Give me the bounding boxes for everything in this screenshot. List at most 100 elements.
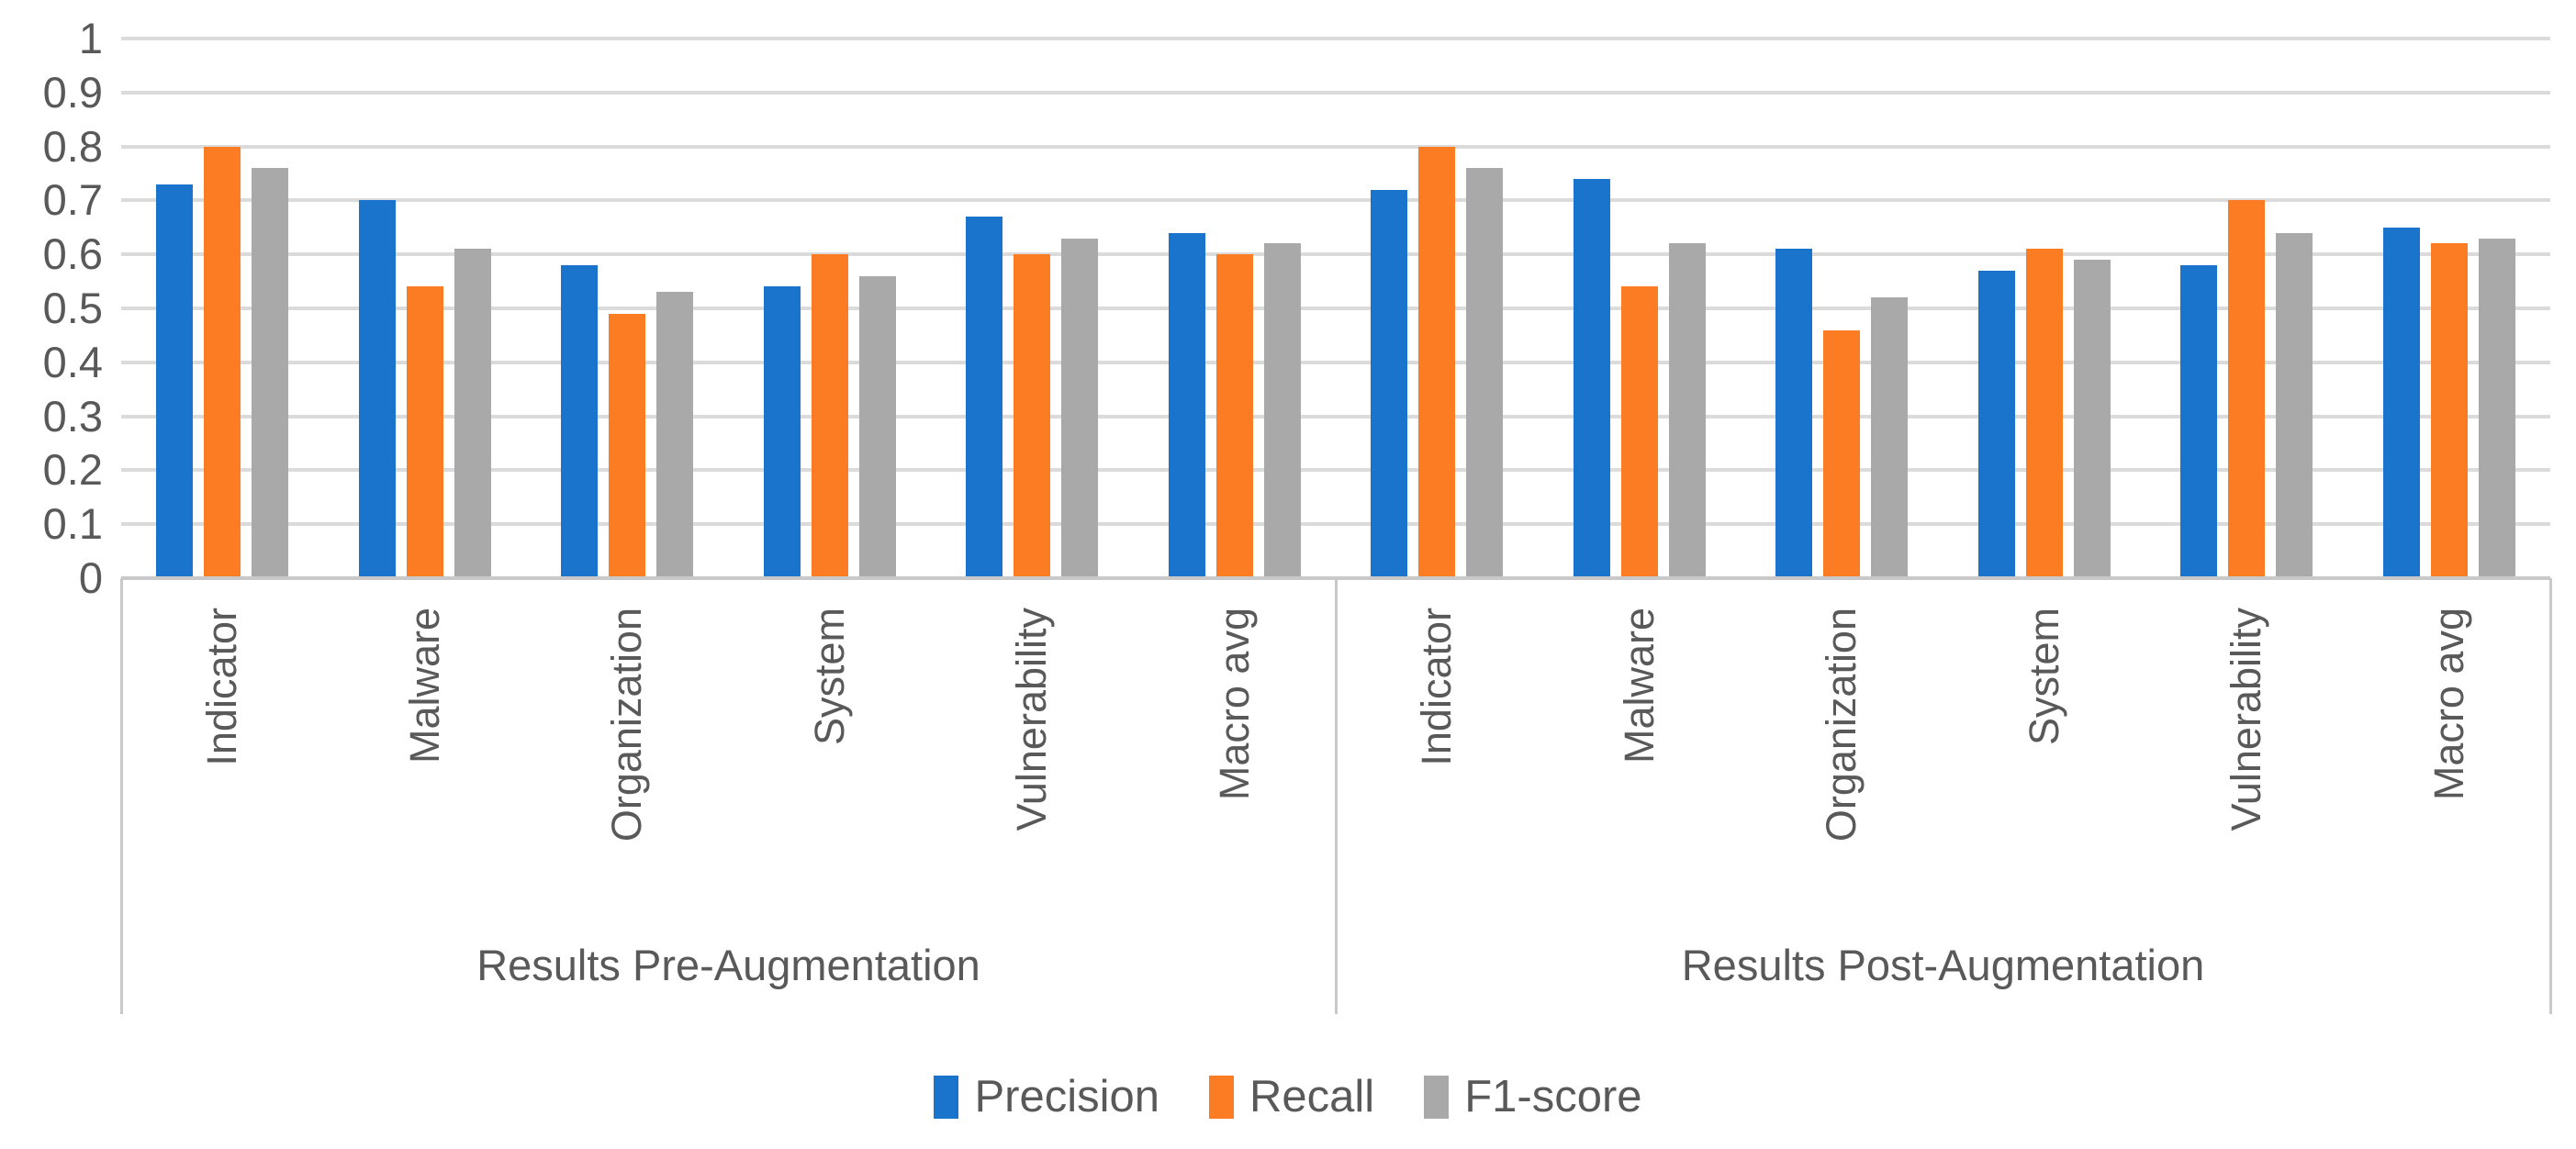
- gridline: [121, 414, 2550, 418]
- y-tick-label: 0.3: [42, 391, 103, 441]
- category-axis: Indicator Malware Organization System Vulner…: [119, 576, 2552, 1014]
- bar-cluster-post-organization: [1741, 39, 1943, 578]
- recall-bar: [1418, 146, 1456, 578]
- y-tick-label: 0.5: [42, 284, 103, 332]
- recall-bar: [1620, 286, 1658, 578]
- bar-cluster-pre-indicator: [121, 39, 324, 578]
- y-tick-label: 0.9: [42, 67, 103, 117]
- precision-bar: [358, 200, 396, 578]
- f1-score-swatch-icon: [1424, 1075, 1450, 1119]
- precision-bar: [1775, 249, 1813, 578]
- bar-cluster-pre-macro-avg: [1134, 39, 1337, 578]
- gridline: [121, 90, 2550, 95]
- recall-bar: [811, 254, 848, 578]
- recall-bar: [2025, 249, 2063, 578]
- category-label-slot: Organization: [1741, 578, 1943, 945]
- category-label-slot: Macro avg: [2348, 578, 2551, 945]
- precision-swatch-icon: [934, 1075, 959, 1119]
- recall-bar: [1014, 254, 1051, 578]
- f1-score-bar: [1061, 238, 1099, 578]
- category-label: System: [2020, 608, 2067, 746]
- gridline: [121, 37, 2550, 40]
- precision-bar: [156, 184, 194, 578]
- category-label-slot: Vulnerability: [931, 578, 1134, 945]
- category-label-slot: System: [1943, 578, 2146, 945]
- gridline: [121, 144, 2550, 149]
- gridline: [121, 468, 2550, 473]
- category-label: Macro avg: [2425, 608, 2472, 801]
- bar-cluster-post-system: [1943, 39, 2146, 578]
- f1-score-bar: [656, 292, 694, 578]
- axis-separator-line: [119, 578, 123, 1014]
- legend-item-f1-score: F1-score: [1424, 1069, 1642, 1124]
- legend-item-recall: Recall: [1209, 1069, 1374, 1124]
- bars-layer: [121, 39, 2550, 578]
- y-axis: 1 0.9 0.8 0.7 0.6 0.5 0.4 0.3 0.2 0.1 0: [0, 0, 103, 642]
- bar-cluster-post-vulnerability: [2145, 39, 2348, 578]
- f1-score-bar: [252, 168, 289, 578]
- category-label: Vulnerability: [1008, 608, 1056, 831]
- legend: Precision Recall F1-score: [0, 1065, 2576, 1129]
- category-label-slot: Vulnerability: [2145, 578, 2348, 945]
- f1-score-bar: [1263, 243, 1301, 578]
- category-label-slot: Macro avg: [1134, 578, 1337, 945]
- category-label-slot: Indicator: [1336, 578, 1539, 945]
- f1-score-bar: [2073, 260, 2111, 578]
- f1-score-bar: [1466, 168, 1504, 578]
- precision-bar: [2382, 227, 2420, 578]
- gridline: [121, 252, 2550, 257]
- recall-bar: [204, 146, 241, 578]
- recall-bar: [2430, 243, 2468, 578]
- gridline: [121, 360, 2550, 364]
- category-label: Organization: [603, 608, 651, 842]
- y-tick-label: 0.7: [42, 175, 103, 225]
- gridline: [121, 307, 2550, 310]
- bar-cluster-post-indicator: [1336, 39, 1539, 578]
- category-label-slot: Malware: [1539, 578, 1742, 945]
- category-label: Vulnerability: [2223, 608, 2270, 831]
- precision-bar: [1573, 178, 1610, 578]
- f1-score-bar: [1668, 243, 1706, 578]
- legend-item-precision: Precision: [934, 1069, 1159, 1124]
- precision-bar: [561, 264, 599, 578]
- bar-cluster-pre-organization: [526, 39, 729, 578]
- gridline: [121, 522, 2550, 527]
- y-tick-label: 0.6: [42, 229, 103, 279]
- recall-bar: [2228, 200, 2266, 578]
- precision-bar: [1168, 232, 1205, 578]
- bar-cluster-post-macro-avg: [2348, 39, 2551, 578]
- y-tick-label: 0.8: [42, 121, 103, 171]
- bar-cluster-pre-malware: [324, 39, 527, 578]
- category-label-slot: Organization: [526, 578, 729, 945]
- recall-bar: [406, 286, 443, 578]
- y-tick-label: 0.1: [42, 499, 103, 549]
- precision-bar: [1977, 270, 2015, 578]
- category-label: Organization: [1818, 608, 1865, 842]
- plot-area: [121, 37, 2550, 578]
- precision-bar: [1371, 189, 1408, 578]
- f1-score-bar: [2276, 232, 2313, 578]
- axis-separator-line: [1334, 578, 1338, 1014]
- category-label-slot: Indicator: [121, 578, 324, 945]
- bar-cluster-pre-system: [729, 39, 932, 578]
- f1-score-bar: [858, 275, 896, 578]
- legend-label: Recall: [1249, 1072, 1375, 1121]
- bar-cluster-pre-vulnerability: [931, 39, 1134, 578]
- y-tick-label: 1: [78, 14, 103, 62]
- legend-label: F1-score: [1464, 1072, 1642, 1121]
- recall-bar: [609, 313, 646, 578]
- category-label: Malware: [1615, 608, 1663, 764]
- precision-bar: [2180, 264, 2218, 578]
- category-label-slot: Malware: [324, 578, 527, 945]
- category-label: System: [805, 608, 853, 746]
- f1-score-bar: [2478, 238, 2515, 578]
- recall-bar: [1215, 254, 1253, 578]
- category-label-slot: System: [729, 578, 932, 945]
- category-label: Macro avg: [1210, 608, 1258, 801]
- category-label: Malware: [400, 608, 448, 764]
- precision-bar: [966, 217, 1003, 578]
- f1-score-bar: [1871, 297, 1909, 578]
- recall-swatch-icon: [1209, 1075, 1235, 1119]
- recall-bar: [1823, 329, 1861, 578]
